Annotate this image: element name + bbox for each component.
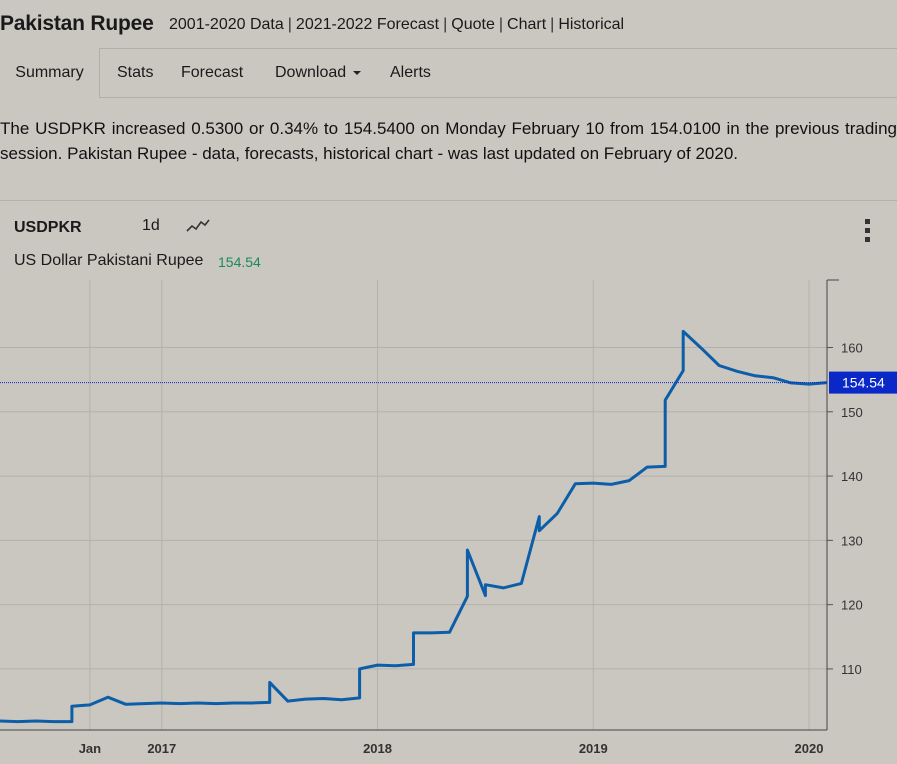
x-tick-label: 2019 [579, 741, 608, 756]
y-tick-label: 110 [841, 662, 862, 677]
link-quote[interactable]: Quote [451, 16, 495, 33]
x-tick-label: 2017 [147, 741, 176, 756]
x-tick-label: 2020 [795, 741, 824, 756]
y-tick-label: 130 [841, 533, 863, 548]
more-vertical-icon[interactable] [860, 219, 874, 245]
link-separator: | [287, 16, 292, 33]
header-links: 2001-2020 Data | 2021-2022 Forecast | Quote |… [169, 16, 624, 34]
y-tick-label: 160 [841, 341, 863, 356]
link-forecast[interactable]: 2021-2022 Forecast [295, 16, 440, 33]
summary-text: The USDPKR increased 0.5300 or 0.34% to … [0, 119, 897, 163]
last-value: 154.54 [218, 254, 261, 270]
y-tick-label: 140 [841, 469, 863, 484]
top-bar: Pakistan Rupee 2001-2020 Data | 2021-2022 … [0, 0, 897, 49]
x-tick-label: 2018 [363, 741, 392, 756]
trend-line-icon[interactable] [186, 217, 210, 235]
link-chart[interactable]: Chart [507, 16, 547, 33]
period-selector[interactable]: 1d [142, 217, 160, 234]
x-tick-label: Jan [79, 741, 101, 756]
current-value-label: 154.54 [842, 375, 885, 391]
link-historical[interactable]: Historical [558, 16, 625, 33]
series-line [0, 329, 828, 724]
tab-download[interactable]: Download [275, 48, 362, 97]
link-separator: | [443, 16, 448, 33]
y-tick-label: 150 [841, 405, 863, 420]
link-separator: | [498, 16, 504, 33]
tab-stats[interactable]: Stats [117, 64, 154, 81]
page-title: Pakistan Rupee [0, 12, 154, 35]
chart-symbol: USDPKR [14, 219, 82, 236]
tab-download-label: Download [275, 64, 347, 81]
instrument-name: US Dollar Pakistani Rupee [14, 252, 204, 269]
tab-nav: Summary Stats Forecast Download Alerts [0, 48, 897, 98]
tab-alerts[interactable]: Alerts [390, 64, 431, 81]
tab-summary[interactable]: Summary [0, 48, 100, 98]
tab-forecast[interactable]: Forecast [181, 64, 244, 81]
chart-panel: USDPKR 1d US Dollar Pakistani Rupee 154.… [0, 200, 897, 764]
link-data[interactable]: 2001-2020 Data [169, 16, 284, 33]
current-value-badge [829, 371, 897, 394]
y-tick-label: 120 [841, 598, 863, 613]
link-separator: | [550, 16, 555, 33]
chevron-down-icon [353, 70, 362, 75]
